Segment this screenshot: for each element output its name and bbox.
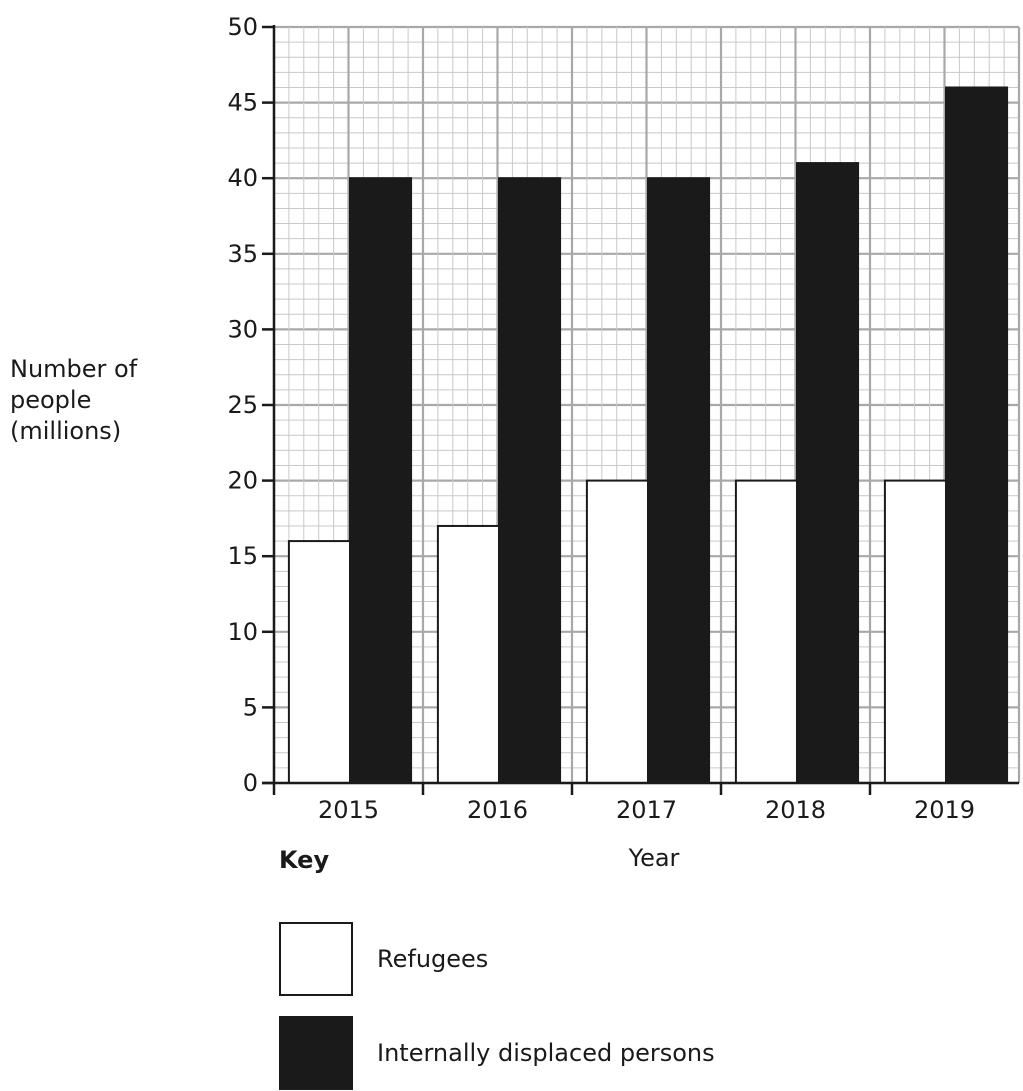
- y-tick-label: 50: [227, 13, 258, 41]
- y-tick-label: 45: [227, 89, 258, 117]
- y-axis-label-line: people: [10, 386, 92, 414]
- y-tick-label: 25: [227, 391, 258, 419]
- legend-title: Key: [279, 846, 330, 874]
- y-axis-label-line: Number of: [10, 355, 138, 383]
- y-tick-label: 35: [227, 240, 258, 268]
- bar-refugees-2016: [436, 524, 500, 785]
- y-axis-label-line: (millions): [10, 417, 122, 445]
- y-tick-label: 20: [227, 467, 258, 495]
- chart-axes: [262, 25, 1019, 795]
- y-tick-label: 10: [227, 618, 258, 646]
- y-tick-label: 15: [227, 542, 258, 570]
- x-tick-label: 2017: [616, 796, 677, 824]
- bar-internally-displaced-2016: [497, 177, 562, 784]
- chart-bars: [287, 86, 1009, 785]
- y-axis-label: Number of people (millions): [10, 354, 137, 447]
- x-tick-label: 2015: [318, 796, 379, 824]
- x-tick-labels: 2015 2016 2017 2018 2019: [318, 796, 975, 824]
- x-tick-label: 2016: [467, 796, 528, 824]
- legend-swatch-internally-displaced: [279, 1016, 353, 1090]
- y-tick-label: 0: [243, 769, 258, 797]
- y-tick-labels: 0 5 10 15 20 25 30 35 40 45 50: [227, 13, 258, 797]
- bar-refugees-2017: [585, 479, 649, 784]
- x-axis-label: Year: [628, 844, 680, 872]
- bar-internally-displaced-2015: [348, 177, 413, 784]
- legend-item-internally-displaced: Internally displaced persons: [279, 1016, 715, 1090]
- legend-item-refugees: Refugees: [279, 922, 488, 996]
- bar-internally-displaced-2018: [795, 162, 860, 784]
- bar-refugees-2015: [287, 540, 351, 785]
- bar-refugees-2019: [883, 479, 947, 784]
- y-tick-label: 30: [227, 315, 258, 343]
- x-tick-label: 2018: [765, 796, 826, 824]
- legend-swatch-refugees: [279, 922, 353, 996]
- legend-label-refugees: Refugees: [377, 945, 489, 973]
- legend-label-internally-displaced: Internally displaced persons: [377, 1039, 715, 1067]
- bar-internally-displaced-2017: [646, 177, 711, 784]
- x-tick-label: 2019: [914, 796, 975, 824]
- y-tick-label: 40: [227, 164, 258, 192]
- y-tick-label: 5: [243, 693, 258, 721]
- bar-refugees-2018: [734, 479, 798, 784]
- bar-internally-displaced-2019: [944, 86, 1009, 785]
